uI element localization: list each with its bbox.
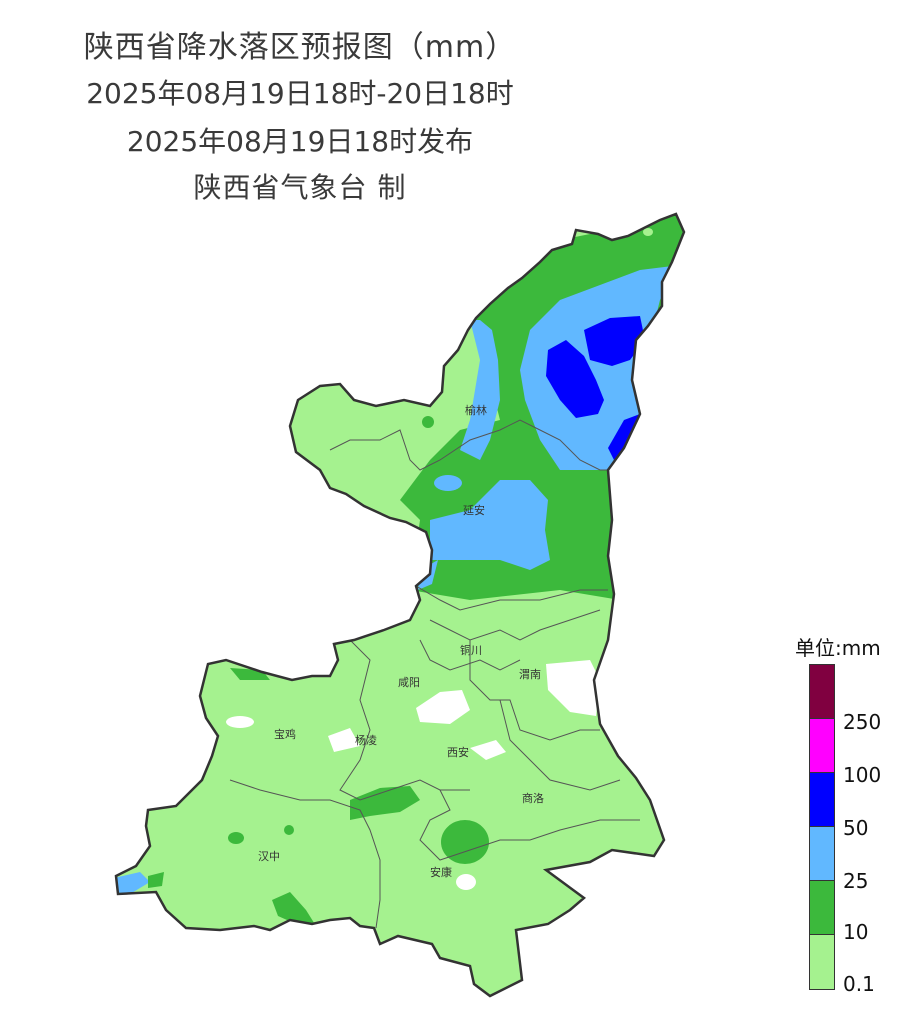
no-rain-area: [416, 690, 470, 724]
city-boundaries: [229, 419, 640, 929]
legend-label-250: 250: [843, 710, 882, 734]
legend-label-100: 100: [843, 763, 882, 787]
legend-swatch-10-25: [810, 881, 834, 935]
rain-10-25-area: [272, 892, 316, 926]
producer-label: 陕西省气象台 制: [193, 171, 407, 204]
no-rain-area: [546, 660, 600, 716]
province-outline: [114, 212, 686, 998]
rain-25-50-area: [434, 475, 462, 491]
legend-swatch-100-250: [810, 719, 834, 773]
precipitation-legend: [809, 664, 835, 990]
rain-50-100-area: [608, 414, 640, 460]
legend-unit-label: 单位:mm: [795, 636, 881, 660]
map-title: 陕西省降水落区预报图（mm）: [83, 30, 517, 65]
no-rain-area: [226, 716, 254, 728]
rain-10-25-area: [422, 416, 434, 428]
legend-swatch-250-plus: [810, 665, 834, 719]
legend-swatch-50-100: [810, 773, 834, 827]
no-rain-area: [456, 874, 476, 890]
rain-0.1-10-area: [643, 228, 653, 236]
rain-10-25-area: [441, 820, 489, 864]
city-label-yanan: 延安: [463, 503, 485, 517]
rain-25-50-area: [116, 872, 150, 894]
legend-label-0.1: 0.1: [843, 972, 875, 996]
city-label-shangluo: 商洛: [522, 791, 544, 805]
rain-10-25-area: [228, 832, 244, 844]
legend-swatch-25-50: [810, 827, 834, 881]
city-label-ankang: 安康: [430, 865, 452, 879]
rain-10-25-area: [284, 825, 294, 835]
city-label-tongchuan: 铜川: [460, 643, 482, 657]
city-label-yulin: 榆林: [465, 403, 487, 417]
city-label-weinan: 渭南: [519, 668, 541, 681]
city-label-xian: 西安: [447, 745, 469, 759]
rain-25-50-area: [430, 480, 550, 570]
rain-10-25-area: [350, 786, 420, 820]
legend-swatch-0.1-10: [810, 935, 834, 989]
no-rain-area: [328, 728, 360, 752]
city-label-baoji: 宝鸡: [274, 727, 296, 741]
legend-label-50: 50: [843, 816, 869, 840]
no-rain-area: [470, 740, 506, 760]
legend-label-25: 25: [843, 869, 869, 893]
rain-25-50-area: [460, 320, 500, 460]
city-label-hanzhong: 汉中: [258, 850, 280, 863]
issue-time: 2025年08月19日18时发布: [126, 125, 474, 158]
legend-label-10: 10: [843, 920, 869, 944]
rain-10-25-area: [148, 872, 164, 888]
rain-50-100-area: [584, 316, 645, 366]
forecast-period: 2025年08月19日18时-20日18时: [86, 77, 514, 110]
city-label-yangling: 杨凌: [355, 733, 377, 747]
city-label-xianyang: 咸阳: [398, 676, 420, 689]
rain-50-100-area: [546, 340, 604, 418]
